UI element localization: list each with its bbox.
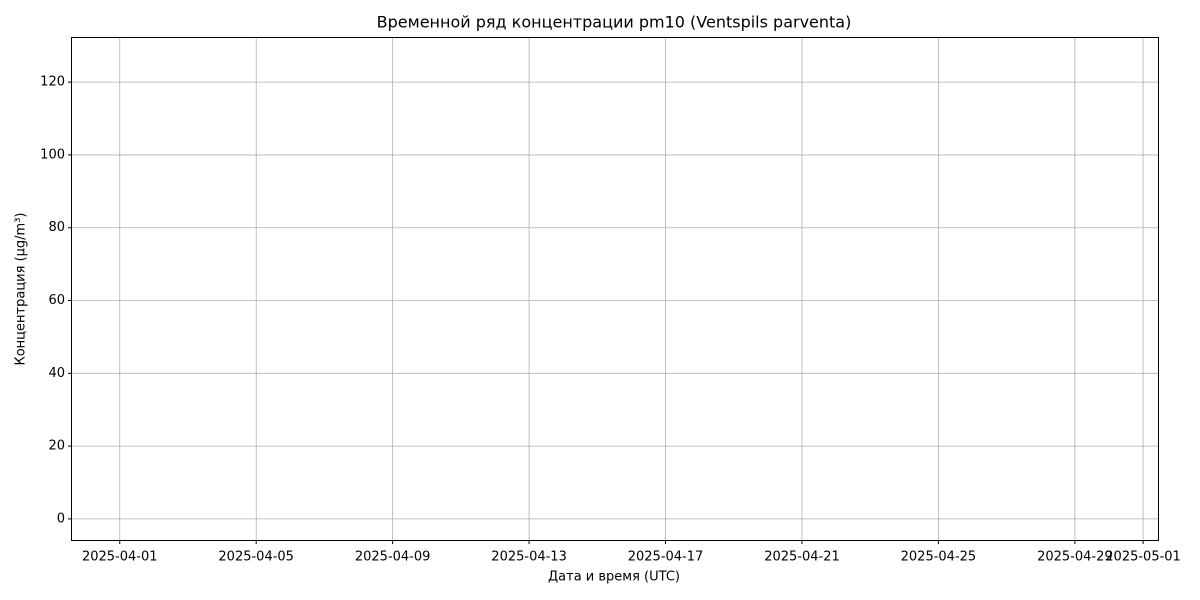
y-tick-label: 100: [40, 147, 65, 162]
x-tick-label: 2025-04-05: [218, 550, 294, 565]
y-tick-label: 20: [48, 439, 65, 454]
x-tick-label: 2025-05-01: [1105, 550, 1181, 565]
grid: 0 20 40 60 80 100 120 2025-04-01 2025-04-05 2025-…: [40, 37, 1181, 565]
plot-frame: [71, 37, 1159, 541]
y-tick-label: 0: [57, 511, 65, 526]
x-tick-label: 2025-04-09: [355, 550, 431, 565]
x-tick-label: 2025-04-29: [1037, 550, 1113, 565]
x-tick-label: 2025-04-01: [82, 550, 158, 565]
x-tick-label: 2025-04-21: [764, 550, 840, 565]
x-tick-label: 2025-04-17: [628, 550, 704, 565]
y-axis-label: Концентрация (µg/m³): [14, 213, 29, 366]
y-tick-label: 120: [40, 75, 65, 90]
chart-title: Временной ряд концентрации pm10 (Ventspi…: [377, 13, 852, 32]
x-tick-label: 2025-04-13: [491, 550, 567, 565]
y-tick-label: 80: [48, 220, 65, 235]
y-tick-label: 60: [48, 293, 65, 308]
x-axis-label: Дата и время (UTC): [548, 570, 680, 585]
x-tick-label: 2025-04-25: [901, 550, 977, 565]
y-tick-label: 40: [48, 366, 65, 381]
